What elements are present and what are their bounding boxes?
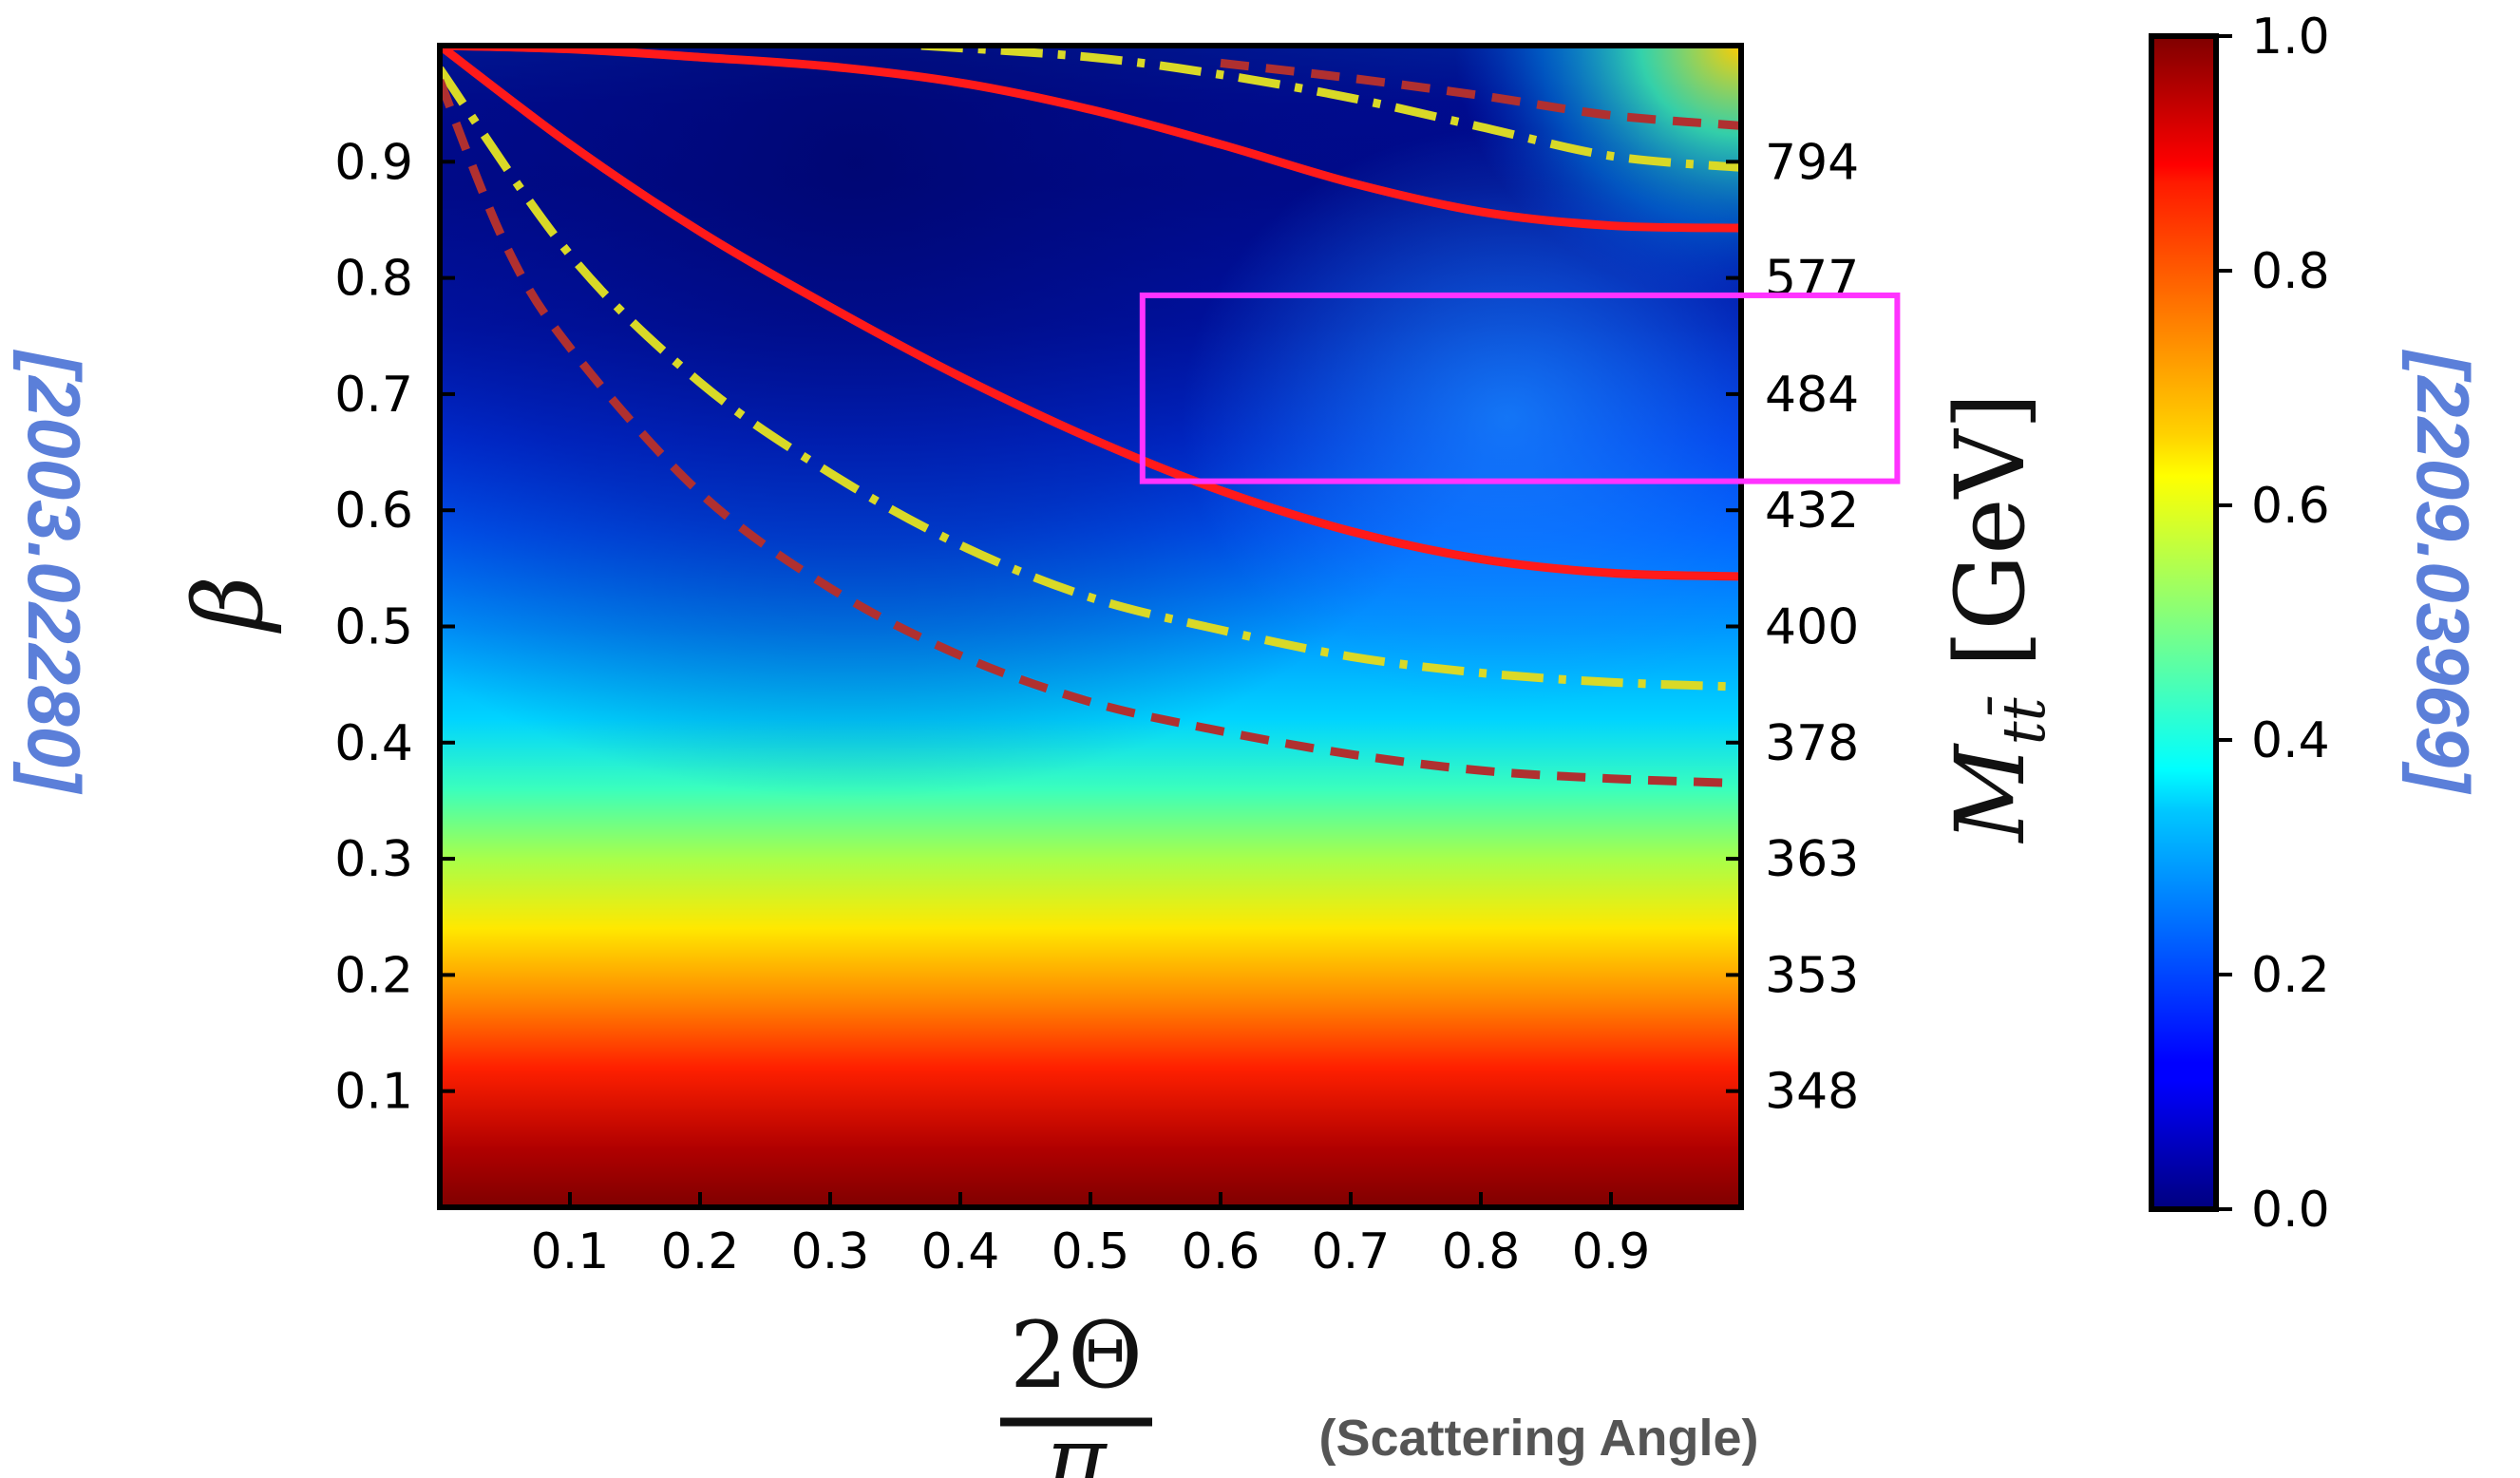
x-tick-label: 0.9 <box>1572 1223 1651 1280</box>
y-tick-label: 0.4 <box>334 715 413 772</box>
colorbar <box>2149 33 2219 1212</box>
x-tick-label: 0.2 <box>661 1223 740 1280</box>
y2-tick-label: 378 <box>1765 715 1859 772</box>
x-axis-ticks: 0.1 0.2 0.3 0.4 0.5 0.6 0.7 0.8 0.9 <box>531 1192 1651 1280</box>
colorbar-tick-label: 0.0 <box>2251 1182 2330 1239</box>
y-axis-label: β <box>173 576 284 635</box>
colorbar-tick-label: 1.0 <box>2251 9 2330 66</box>
y2-axis-ticks: 348 353 363 378 400 432 484 577 794 <box>1726 134 1859 1121</box>
svg-text:Mtt̄ [GeV]: Mtt̄ [GeV] <box>1935 392 2058 843</box>
colorbar-tick-label: 0.2 <box>2251 947 2330 1004</box>
y2-axis-label: Mtt̄ [GeV] <box>1935 392 2058 843</box>
reference-right: [2209.03969] <box>2401 349 2485 795</box>
contour-solid-1 <box>440 46 1741 233</box>
x-axis-label-numerator: 2Θ <box>1010 1302 1143 1409</box>
y-tick-label: 0.2 <box>334 947 413 1004</box>
x-axis-label: 2Θ π (Scattering Angle) <box>1000 1302 1759 1478</box>
x-tick-label: 0.6 <box>1182 1223 1260 1280</box>
highlight-box <box>1139 292 1901 484</box>
y2-tick-label: 348 <box>1765 1064 1859 1121</box>
contour-dashed-0 <box>440 79 1741 788</box>
contour-dashdot-0 <box>440 66 1741 692</box>
x-tick-label: 0.5 <box>1052 1223 1130 1280</box>
y-tick-label: 0.9 <box>334 134 413 191</box>
y2-tick-label: 577 <box>1765 251 1859 308</box>
y2-tick-label: 353 <box>1765 947 1859 1004</box>
x-axis-note: (Scattering Angle) <box>1318 1410 1758 1467</box>
heatmap-corner-region <box>440 46 1741 1207</box>
y2-tick-label: 484 <box>1765 367 1859 424</box>
reference-left: [2003.02280] <box>12 349 96 795</box>
y-axis-ticks: 0.1 0.2 0.3 0.4 0.5 0.6 0.7 0.8 0.9 <box>334 134 455 1121</box>
contour-solid-0 <box>440 46 1741 581</box>
x-tick-label: 0.8 <box>1442 1223 1521 1280</box>
y-tick-label: 0.7 <box>334 367 413 424</box>
colorbar-tick-label: 0.6 <box>2251 478 2330 535</box>
y-tick-label: 0.8 <box>334 251 413 308</box>
y2-tick-label: 363 <box>1765 831 1859 888</box>
y-tick-label: 0.3 <box>334 831 413 888</box>
y2-tick-label: 432 <box>1765 483 1859 540</box>
contour-lines <box>440 46 1741 788</box>
x-tick-label: 0.7 <box>1312 1223 1391 1280</box>
x-tick-label: 0.3 <box>791 1223 870 1280</box>
colorbar-ticks: 0.0 0.2 0.4 0.6 0.8 1.0 <box>2216 9 2330 1239</box>
y-tick-label: 0.5 <box>334 599 413 656</box>
contour-dashdot-1 <box>920 46 1741 172</box>
y2-tick-label: 400 <box>1765 599 1859 656</box>
colorbar-tick-label: 0.4 <box>2251 712 2330 769</box>
x-axis-label-denominator: π <box>1045 1407 1108 1478</box>
heatmap <box>440 46 1741 1207</box>
x-tick-label: 0.4 <box>921 1223 1000 1280</box>
x-tick-label: 0.1 <box>531 1223 610 1280</box>
colorbar-tick-label: 0.8 <box>2251 243 2330 300</box>
contour-dashed-1 <box>1220 58 1741 130</box>
y-tick-label: 0.6 <box>334 483 413 540</box>
y-tick-label: 0.1 <box>334 1064 413 1121</box>
y2-tick-label: 794 <box>1765 134 1859 191</box>
